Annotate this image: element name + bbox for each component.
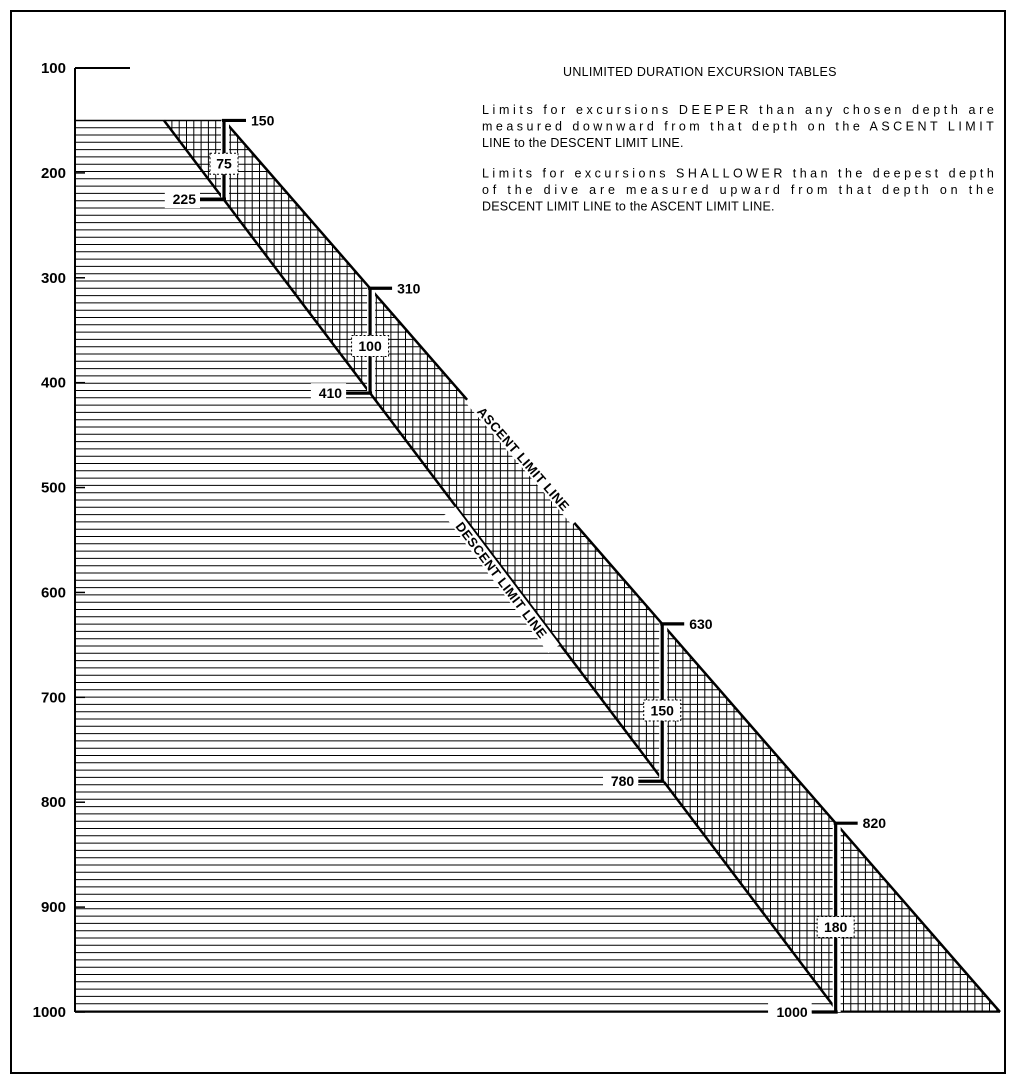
y-tick-label: 100 — [41, 60, 66, 77]
excursion-marker: 820 1000 180 — [768, 815, 886, 1021]
y-axis: 100 200 300 400 500 600 700 800 900 1000 — [33, 60, 130, 1021]
y-tick-label: 700 — [41, 689, 66, 706]
y-tick-label: 600 — [41, 584, 66, 601]
excursion-range-box — [816, 916, 855, 939]
excursion-range-label: 150 — [651, 702, 675, 718]
y-tick-label: 500 — [41, 480, 66, 497]
note-line: LINE to the DESCENT LIMIT LINE. — [482, 136, 684, 150]
y-tick-label: 900 — [41, 899, 66, 916]
chart-notes: Limits for excursions DEEPER than any ch… — [482, 103, 994, 214]
y-tick-label: 800 — [41, 794, 66, 811]
excursion-to-bg — [768, 1002, 812, 1021]
descent-limit-line — [163, 119, 839, 1013]
excursion-to-bg — [603, 771, 639, 791]
chart-title: UNLIMITED DURATION EXCURSION TABLES — [563, 65, 837, 79]
note-line: measured downward from that depth on the… — [482, 120, 994, 134]
excursion-to-label: 410 — [319, 385, 343, 401]
y-tick-label: 1000 — [33, 1004, 66, 1021]
excursion-markers: 150 225 75 310 410 100 630 780 150 820 1000 180 — [164, 112, 886, 1021]
excursion-to-label: 780 — [611, 773, 635, 789]
ascent-line-label-bg — [464, 392, 583, 525]
excursion-from-label: 630 — [689, 616, 713, 632]
excursion-range-label: 100 — [358, 338, 382, 354]
excursion-range-box — [351, 334, 390, 357]
excursion-marker: 310 410 100 — [310, 280, 421, 403]
excursion-range-box — [643, 699, 682, 722]
excursion-range-label: 75 — [216, 156, 232, 172]
y-tick-label: 400 — [41, 375, 66, 392]
note-line: Limits for excursions SHALLOWER than the… — [482, 167, 994, 181]
y-tick-label: 200 — [41, 165, 66, 182]
excursion-to-bg — [310, 383, 347, 403]
note-line: DESCENT LIMIT LINE to the ASCENT LIMIT L… — [482, 200, 775, 214]
descent-line-label-bg — [444, 506, 560, 654]
excursion-to-label: 1000 — [777, 1004, 808, 1020]
note-line: Limits for excursions DEEPER than any ch… — [482, 103, 994, 117]
excursion-range-box — [209, 152, 239, 175]
y-tick-label: 300 — [41, 270, 66, 287]
excursion-to-bg — [164, 189, 200, 209]
excursion-from-label: 820 — [863, 815, 887, 831]
ascent-line-label-group: ASCENT LIMIT LINE — [464, 392, 583, 525]
page-frame — [10, 10, 1006, 1074]
note-line: of the dive are measured upward from tha… — [482, 183, 994, 197]
excursion-to-label: 225 — [173, 191, 197, 207]
excursion-marker: 630 780 150 — [603, 616, 713, 791]
excursion-from-label: 310 — [397, 280, 421, 296]
excursion-from-label: 150 — [251, 112, 275, 128]
ascent-line-label: ASCENT LIMIT LINE — [474, 404, 572, 514]
ascent-limit-line — [223, 119, 1001, 1013]
excursion-range-label: 180 — [824, 919, 848, 935]
excursion-marker: 150 225 75 — [164, 112, 275, 209]
